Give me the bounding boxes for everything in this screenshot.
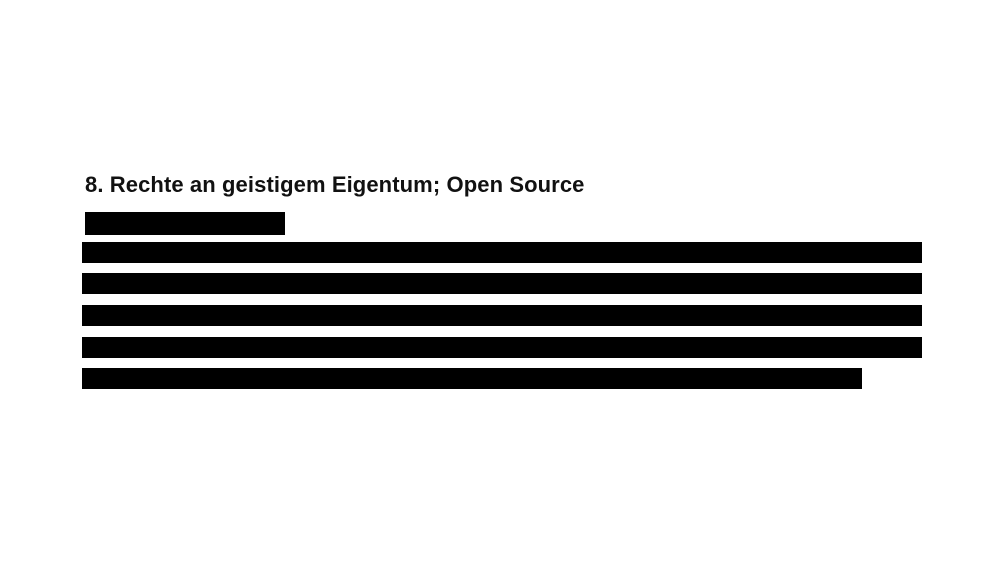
redaction-bar	[82, 337, 922, 358]
redaction-bar	[85, 212, 285, 235]
section-heading: 8. Rechte an geistigem Eigentum; Open So…	[85, 172, 585, 197]
redaction-bar	[82, 368, 862, 389]
redaction-bar	[82, 242, 922, 263]
redaction-bar	[82, 273, 922, 294]
redaction-bar	[82, 305, 922, 326]
